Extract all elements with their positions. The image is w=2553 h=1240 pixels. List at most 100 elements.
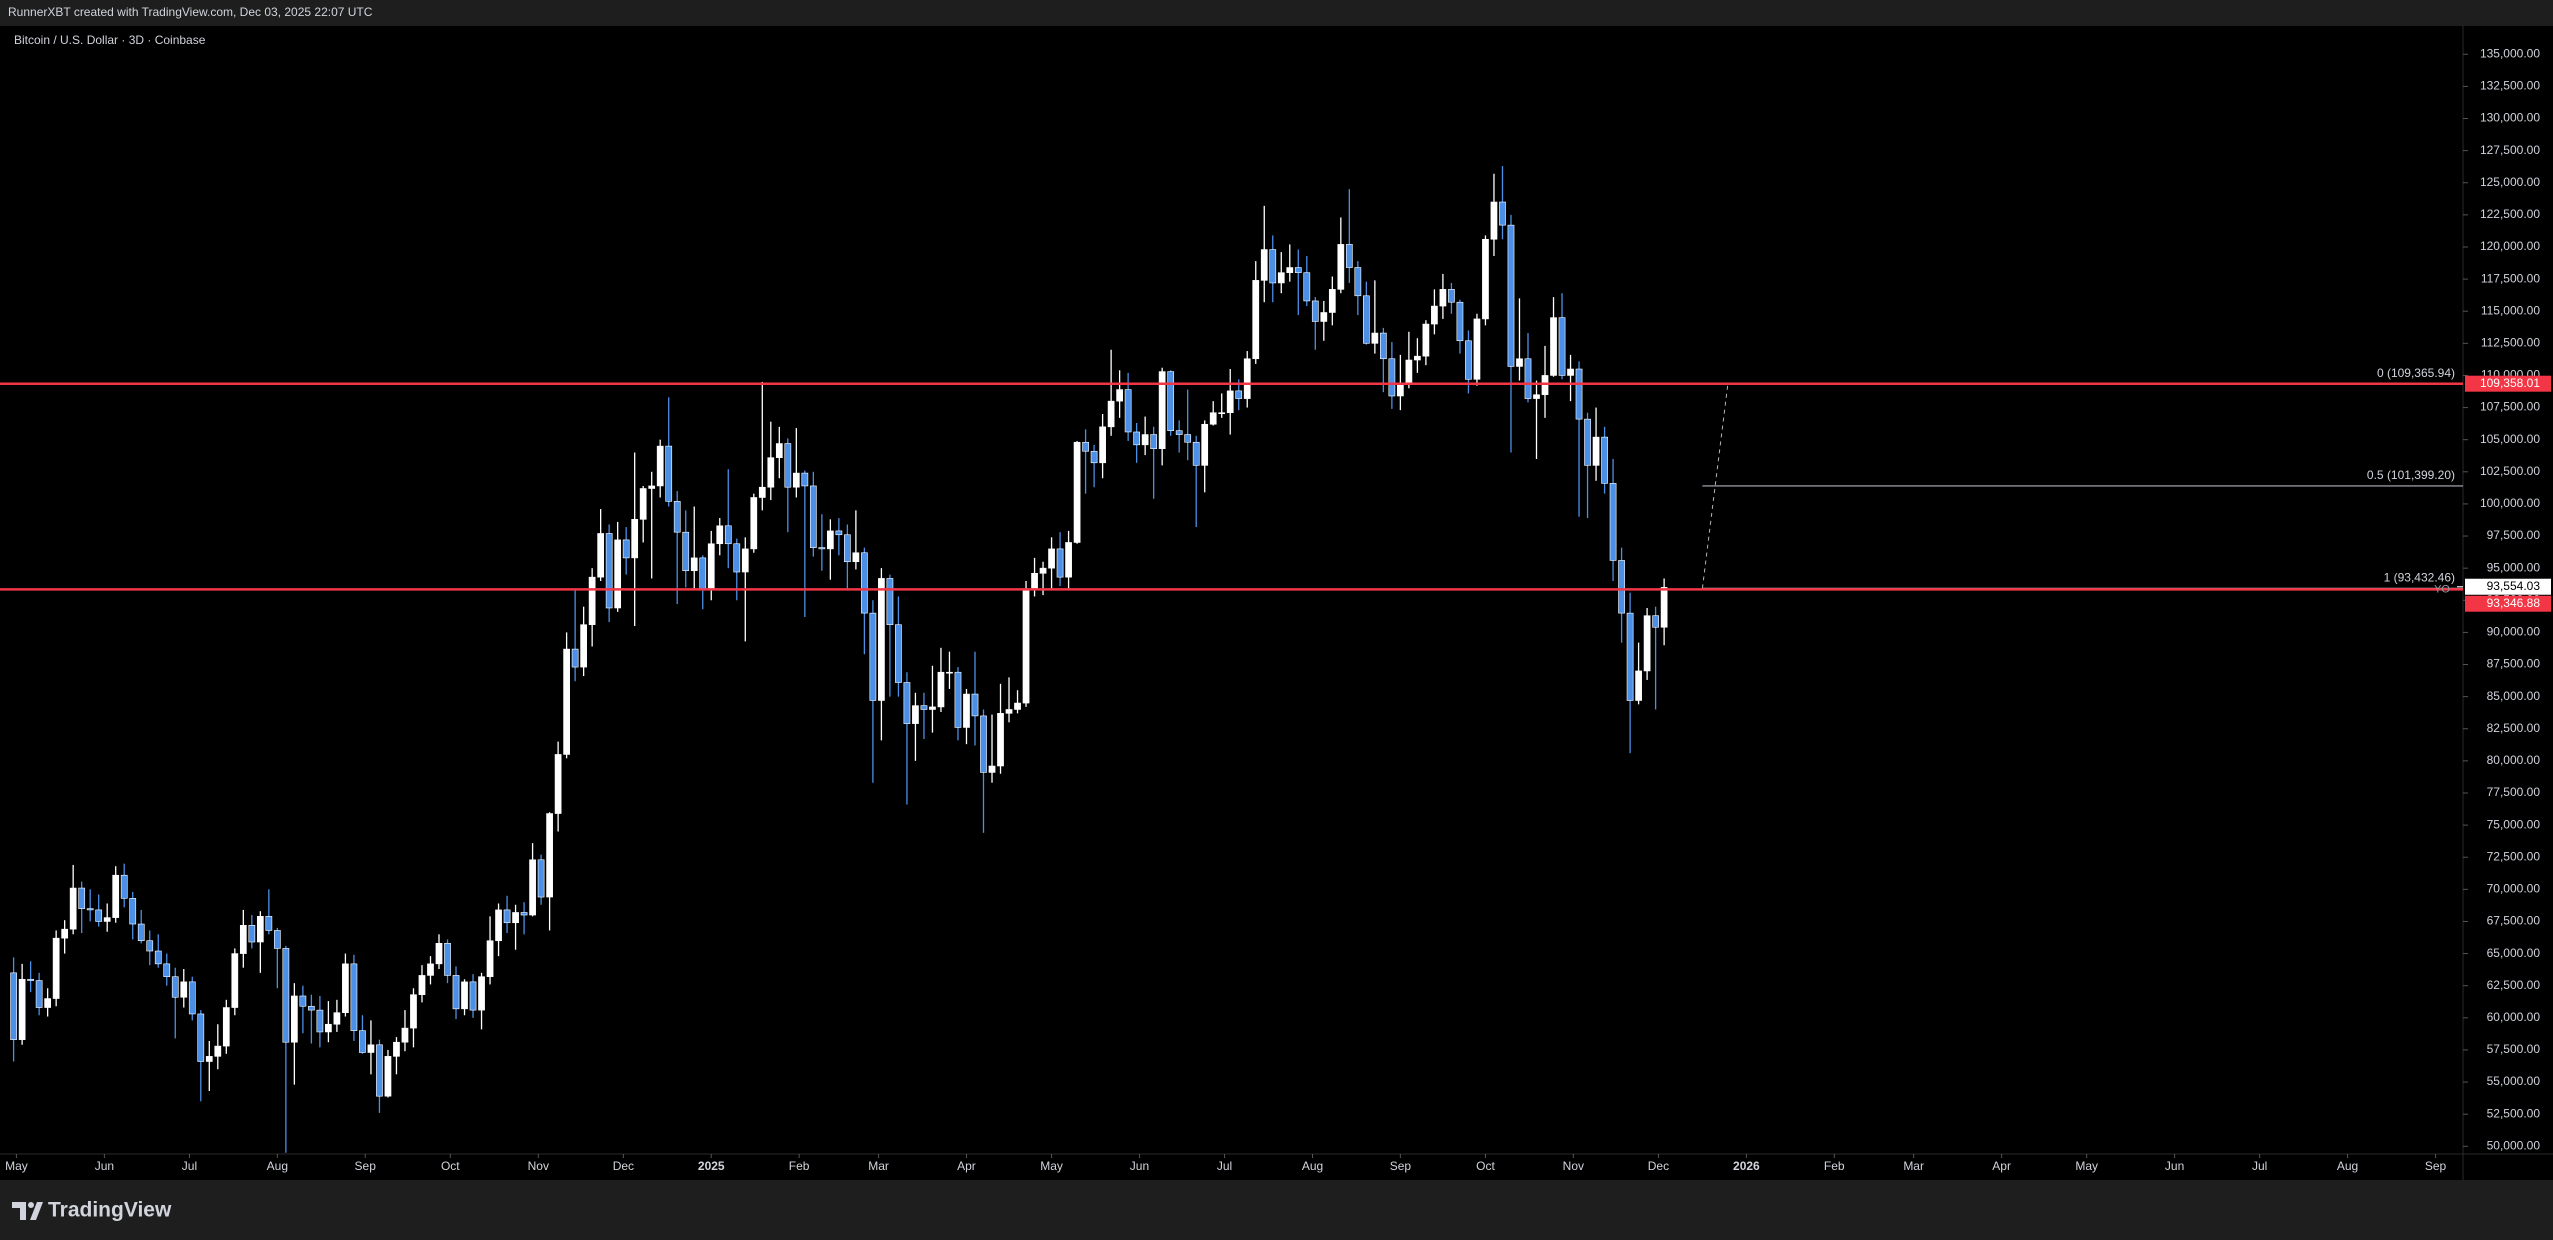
candle-body [520, 912, 528, 916]
candle-body [699, 557, 707, 590]
candle-body [86, 908, 94, 911]
candle-body [1311, 300, 1319, 322]
candle-body [1022, 588, 1030, 704]
candle-body [1082, 441, 1089, 452]
candle-body [44, 998, 52, 1008]
fib-trend [1701, 383, 1729, 589]
candle-body [1056, 548, 1064, 578]
candle-body [1652, 615, 1659, 628]
candle-body [180, 981, 188, 998]
x-tick-label: Jun [1130, 1159, 1149, 1173]
price-label-box [2465, 595, 2551, 612]
candle-body [929, 706, 936, 710]
candle-body [1201, 423, 1209, 466]
candle-body [1405, 359, 1413, 385]
candle-body [648, 485, 656, 489]
candle-body [316, 1009, 324, 1033]
candle-body [597, 533, 605, 578]
y-tick-label: 75,000.00 [2487, 817, 2541, 831]
line-tag: YO [2434, 583, 2450, 595]
candle-body [673, 501, 681, 533]
candle-body [1014, 702, 1021, 710]
x-tick-label: May [1040, 1159, 1063, 1173]
y-tick-label: 67,500.00 [2487, 914, 2541, 928]
candle-body [1277, 272, 1285, 284]
y-tick-label: 85,000.00 [2487, 689, 2541, 703]
candle-body [1294, 267, 1302, 273]
y-tick-label: 52,500.00 [2487, 1106, 2541, 1120]
candle-body [529, 859, 536, 916]
candle-body [656, 445, 664, 487]
candle-body [750, 497, 758, 550]
x-tick-label: May [2075, 1159, 2098, 1173]
candle-body [869, 612, 877, 701]
candle-body [639, 488, 647, 520]
fib-label: 1 (93,432.46) [2384, 570, 2455, 584]
candle-body [1226, 390, 1234, 414]
candle-body [1448, 289, 1455, 303]
candle-body [903, 682, 911, 724]
fib-label: 0 (109,365.94) [2377, 366, 2455, 380]
last-price-box [2465, 578, 2551, 595]
candle-body [384, 1056, 392, 1097]
candle-body [1039, 567, 1047, 574]
y-tick-label: 80,000.00 [2487, 753, 2541, 767]
x-tick-label: Apr [957, 1159, 976, 1173]
candle-body [1090, 450, 1098, 464]
candle-body [78, 887, 86, 909]
candle-body [1499, 201, 1506, 226]
candle-body [954, 671, 962, 728]
candle-body [1099, 426, 1106, 464]
candle-body [231, 953, 239, 1008]
candle-body [1192, 441, 1200, 466]
y-tick-label: 90,000.00 [2487, 625, 2541, 639]
candle-body [282, 948, 290, 1043]
candle-body [1558, 317, 1566, 376]
candle-body [478, 976, 485, 1011]
candle-body [1550, 317, 1557, 376]
candle-body [214, 1045, 222, 1057]
y-tick-label: 87,500.00 [2487, 657, 2541, 671]
candle-body [971, 693, 979, 717]
candle-body [418, 975, 426, 995]
candle-body [946, 671, 953, 674]
fib-label: 0.5 (101,399.20) [2367, 468, 2455, 482]
y-tick-label: 55,000.00 [2487, 1074, 2541, 1088]
y-tick-label: 50,000.00 [2487, 1138, 2541, 1152]
y-tick-label: 97,500.00 [2487, 528, 2541, 542]
candle-body [1516, 358, 1523, 367]
candle-body [342, 963, 349, 1013]
candle-body [1507, 224, 1515, 367]
x-tick-label: Jul [1217, 1159, 1232, 1173]
x-tick-label: Dec [1648, 1159, 1669, 1173]
candle-body [1209, 412, 1217, 425]
x-tick-label: Nov [1563, 1159, 1584, 1173]
x-tick-label: Oct [1476, 1159, 1495, 1173]
x-tick-label: Dec [613, 1159, 634, 1173]
candle-body [741, 548, 749, 573]
candle-body [410, 994, 417, 1029]
candle-body [1643, 615, 1651, 672]
y-tick-label: 112,500.00 [2481, 336, 2540, 350]
y-tick-label: 65,000.00 [2487, 946, 2541, 960]
candle-body [1286, 267, 1294, 273]
candle-body [393, 1041, 400, 1057]
y-tick-label: 130,000.00 [2480, 111, 2540, 125]
candle-body [27, 978, 34, 981]
x-tick-label: Sep [355, 1159, 377, 1173]
y-tick-label: 105,000.00 [2480, 432, 2540, 446]
x-tick-label: Mar [868, 1159, 889, 1173]
candle-body [10, 972, 17, 1040]
candle-body [1533, 394, 1540, 399]
y-tick-label: 60,000.00 [2487, 1010, 2541, 1024]
candle-body [809, 485, 817, 548]
candle-body [622, 539, 630, 559]
candle-body [1252, 280, 1260, 360]
candle-body [1490, 201, 1498, 240]
candle-body [1005, 709, 1013, 714]
y-tick-label: 100,000.00 [2480, 496, 2540, 510]
candle-body [1473, 318, 1481, 380]
x-tick-label: Feb [1824, 1159, 1845, 1173]
price-label: 109,358.01 [2480, 376, 2540, 390]
price-label: 93,346.88 [2487, 596, 2541, 610]
